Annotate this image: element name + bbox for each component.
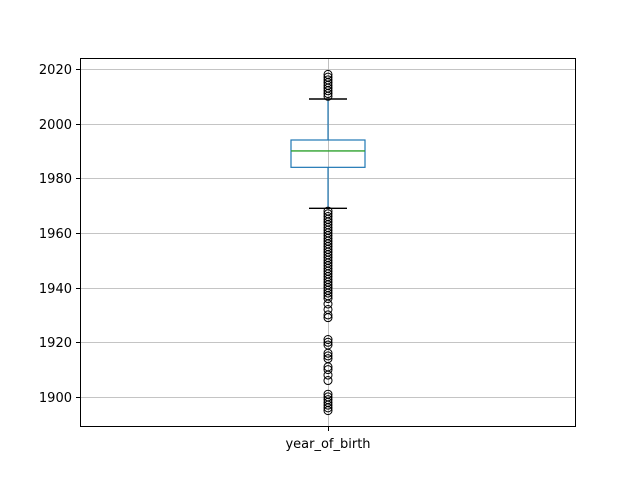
flier-point <box>323 75 333 85</box>
flier-point <box>323 212 333 222</box>
flier-point <box>323 337 333 347</box>
flier-point <box>323 395 333 405</box>
y-tick-label: 1960 <box>39 227 72 242</box>
y-tick-label: 2020 <box>39 63 72 78</box>
axis-ticks: 1900 1920 1940 1960 1980 2000 2020 year_of_birt… <box>39 63 371 452</box>
flier-point <box>323 376 333 386</box>
plot-area <box>290 69 366 416</box>
flier-point <box>323 206 333 216</box>
x-tick-label: year_of_birth <box>285 437 370 452</box>
y-tick-label: 1940 <box>39 282 72 297</box>
flier-point <box>323 351 333 361</box>
flier-point <box>323 335 333 345</box>
flier-point <box>323 365 333 375</box>
flier-point <box>323 354 333 364</box>
flier-point <box>323 389 333 399</box>
flier-point <box>323 209 333 219</box>
y-tick-label: 1920 <box>39 336 72 351</box>
box-iqr <box>290 139 366 168</box>
flier-point <box>323 69 333 79</box>
y-tick-label: 1900 <box>39 391 72 406</box>
y-tick-label: 2000 <box>39 118 72 133</box>
flier-point <box>323 310 333 320</box>
flier-point <box>323 340 333 350</box>
axes-frame <box>80 58 576 427</box>
flier-point <box>323 392 333 402</box>
y-tick-label: 1980 <box>39 172 72 187</box>
flier-point <box>323 304 333 314</box>
flier-point <box>323 72 333 82</box>
